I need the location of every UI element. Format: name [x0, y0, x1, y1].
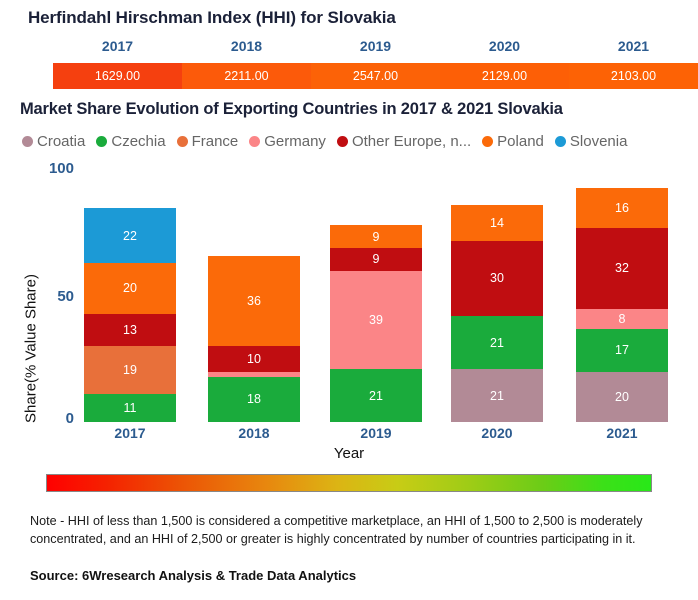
x-tick-label-2021: 2021 [606, 425, 638, 441]
bar-segment[interactable]: 39 [330, 270, 422, 370]
bar-segment[interactable] [208, 371, 300, 377]
legend-item-germany[interactable]: Germany [249, 133, 326, 150]
hhi-value-2020: 2129.00 [440, 63, 569, 89]
legend-label: Germany [264, 133, 326, 150]
bar-segment[interactable]: 32 [576, 228, 668, 309]
hhi-year-2021: 2021 [617, 38, 650, 54]
bar-segment[interactable]: 36 [208, 255, 300, 347]
legend-label: France [191, 133, 239, 150]
bar-segment[interactable]: 18 [208, 376, 300, 422]
legend-swatch-icon [336, 136, 348, 147]
legend-item-poland[interactable]: Poland [482, 133, 544, 150]
bar-column-2020[interactable]: 21 21 30 14 [451, 205, 543, 422]
hhi-value-2018: 2211.00 [182, 63, 311, 89]
legend-swatch-icon [554, 136, 566, 147]
bar-column-2019[interactable]: 21 39 9 9 [330, 225, 422, 422]
legend-swatch-icon [22, 136, 33, 147]
legend-item-other-europe-n[interactable]: Other Europe, n... [336, 133, 472, 150]
legend-swatch-icon [249, 136, 261, 147]
bar-segment[interactable]: 22 [84, 207, 176, 264]
legend-label: Croatia [37, 133, 86, 150]
x-tick-label-2018: 2018 [238, 425, 270, 441]
bar-column-2021[interactable]: 20 17 8 32 16 [576, 187, 668, 422]
x-axis-title: Year [333, 445, 365, 462]
bar-segment[interactable]: 19 [84, 346, 176, 395]
bar-segment[interactable]: 10 [208, 346, 300, 372]
bar-segment[interactable]: 17 [576, 328, 668, 372]
bar-segment[interactable]: 30 [451, 240, 543, 317]
hhi-value-band: 1629.00 2211.00 2547.00 2129.00 2103.00 [53, 63, 698, 89]
legend-item-slovenia[interactable]: Slovenia [554, 133, 628, 150]
bar-column-2018[interactable]: 18 10 36 [208, 255, 300, 422]
hhi-year-2017: 2017 [101, 38, 134, 54]
hhi-value-2019: 2547.00 [311, 63, 440, 89]
bar-segment[interactable]: 16 [576, 187, 668, 228]
bar-segment[interactable]: 20 [576, 371, 668, 422]
legend-swatch-icon [482, 136, 494, 147]
hhi-value-2021: 2103.00 [569, 63, 698, 89]
hhi-gradient-scale [46, 474, 652, 492]
bar-segment[interactable]: 9 [330, 225, 422, 249]
footer-note: Note - HHI of less than 1,500 is conside… [30, 514, 643, 547]
x-tick-label-2019: 2019 [360, 425, 392, 441]
y-tick-0: 0 [65, 410, 74, 427]
legend-label: Czechia [111, 133, 166, 150]
x-tick-label-2020: 2020 [481, 425, 513, 441]
chart-legend: Croatia Czechia France Germany Other Europe,… [22, 133, 694, 150]
bar-segment[interactable]: 14 [451, 205, 543, 241]
legend-swatch-icon [176, 136, 188, 147]
legend-item-croatia[interactable]: Croatia [22, 133, 85, 150]
stacked-bars-container: 11 19 13 20 22 18 10 36 21 39 9 9 21 21 30 14 20 17 8 32 16 [76, 170, 688, 422]
legend-swatch-icon [96, 136, 108, 147]
y-tick-50: 50 [57, 288, 74, 305]
hhi-year-2018: 2018 [230, 38, 263, 54]
bar-segment[interactable]: 20 [84, 263, 176, 314]
x-tick-label-2017: 2017 [114, 425, 146, 441]
bar-segment[interactable]: 21 [330, 369, 422, 422]
bar-segment[interactable]: 11 [84, 394, 176, 422]
hhi-year-2020: 2020 [488, 38, 521, 54]
bar-segment[interactable]: 8 [576, 308, 668, 329]
hhi-title: Herfindahl Hirschman Index (HHI) for Slo… [28, 8, 396, 27]
bar-segment[interactable]: 13 [84, 313, 176, 347]
legend-label: Poland [497, 133, 544, 150]
bar-column-2017[interactable]: 11 19 13 20 22 [84, 207, 176, 422]
legend-label: Other Europe, n... [351, 133, 472, 150]
y-tick-100: 100 [48, 160, 74, 177]
footer-source: Source: 6Wresearch Analysis & Trade Data… [30, 568, 357, 583]
chart-plot-area: Share(% Value Share) 100 50 0 11 19 13 20 22… [0, 160, 698, 462]
legend-item-france[interactable]: France [176, 133, 239, 150]
bar-segment[interactable]: 21 [451, 369, 543, 422]
legend-label: Slovenia [569, 133, 628, 150]
legend-item-czechia[interactable]: Czechia [96, 133, 166, 150]
bar-segment[interactable]: 9 [330, 248, 422, 271]
x-axis-tick-labels: 2017 2018 2019 2020 2021 [76, 425, 688, 445]
hhi-year-header-row: 2017 2018 2019 2020 2021 [53, 38, 698, 54]
hhi-year-2019: 2019 [359, 38, 392, 54]
chart-title: Market Share Evolution of Exporting Coun… [20, 100, 563, 118]
hhi-value-2017: 1629.00 [53, 63, 182, 89]
bar-segment[interactable]: 21 [451, 316, 543, 370]
